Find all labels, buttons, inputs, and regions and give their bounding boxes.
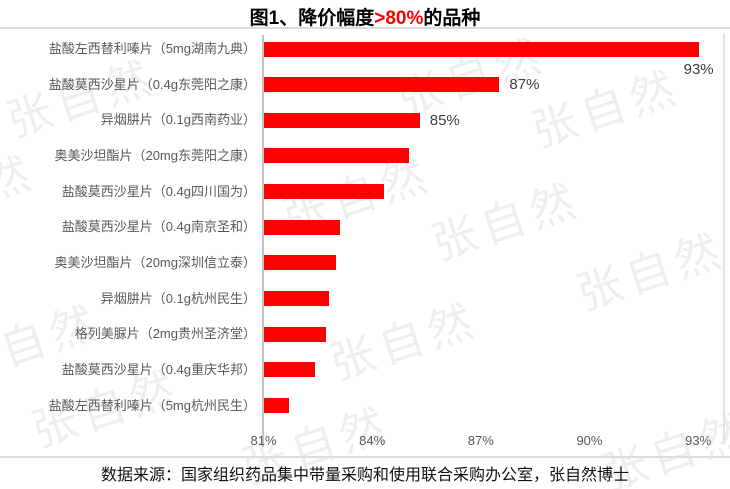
plot-right-border <box>723 33 725 444</box>
category-label: 盐酸莫西沙星片（0.4g南京圣和） <box>61 219 256 235</box>
bar <box>264 255 337 271</box>
bar <box>264 326 326 342</box>
data-label: 87% <box>509 76 540 94</box>
bar <box>264 112 420 128</box>
category-label: 盐酸左西替利嗪片（5mg湖南九典） <box>48 41 256 56</box>
category-label: 盐酸莫西沙星片（0.4g东莞阳之康） <box>48 76 256 92</box>
chart-title-prefix: 图1、降价幅度 <box>249 8 375 29</box>
chart-title-suffix: 的品种 <box>423 8 481 29</box>
top-divider <box>0 27 730 29</box>
data-label: 93% <box>683 60 714 78</box>
x-axis-tick-label: 90% <box>576 433 603 448</box>
bar <box>264 362 315 378</box>
x-axis-tick-label: 84% <box>359 433 386 448</box>
category-label: 盐酸左西替利嗪片（5mg杭州民生） <box>48 397 256 413</box>
chart-title: 图1、降价幅度>80%的品种 <box>0 3 730 30</box>
bottom-divider <box>0 456 730 458</box>
y-axis-line <box>262 35 264 447</box>
bar <box>264 398 290 413</box>
x-axis-tick-label: 93% <box>685 433 712 448</box>
category-label: 异烟肼片（0.1g西南药业） <box>100 112 256 128</box>
bar <box>264 291 330 307</box>
category-label: 盐酸莫西沙星片（0.4g重庆华邦） <box>61 361 256 377</box>
category-label: 奥美沙坦酯片（20mg深圳信立泰） <box>54 254 256 270</box>
source-note: 数据来源：国家组织药品集中带量采购和使用联合采购办公室，张自然博士 <box>100 467 629 484</box>
bar <box>264 148 409 164</box>
bar <box>264 184 384 200</box>
chart-title-highlight: >80% <box>374 8 424 29</box>
category-label: 格列美脲片（2mg贵州圣济堂） <box>74 326 256 342</box>
x-axis-tick-label: 87% <box>467 433 494 448</box>
bar <box>264 77 500 93</box>
category-label: 奥美沙坦酯片（20mg东莞阳之康） <box>54 147 256 163</box>
category-label: 异烟肼片（0.1g杭州民生） <box>100 290 256 306</box>
bar <box>264 41 699 57</box>
bar <box>264 219 341 235</box>
category-label: 盐酸莫西沙星片（0.4g四川国为） <box>61 183 256 199</box>
data-label: 85% <box>429 111 460 129</box>
x-axis-tick-label: 81% <box>250 433 277 448</box>
